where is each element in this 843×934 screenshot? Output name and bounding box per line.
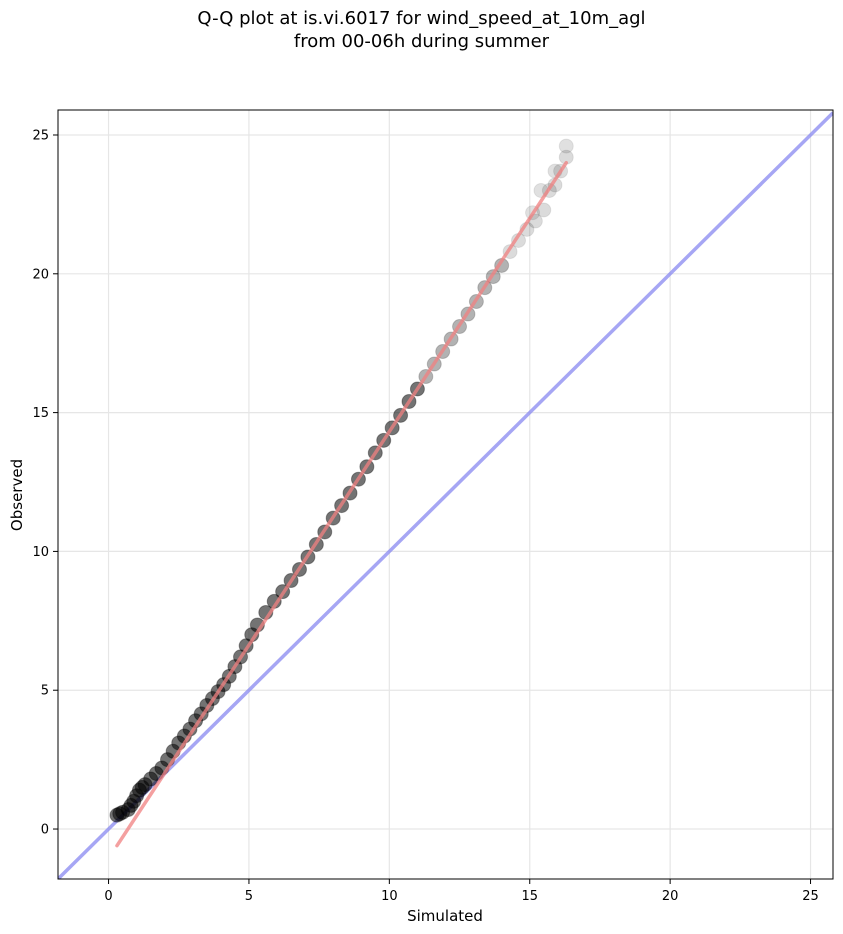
y-tick-label: 20 xyxy=(32,267,49,282)
y-tick-label: 25 xyxy=(32,128,49,143)
grid-layer xyxy=(58,110,833,879)
quantile-points-layer xyxy=(109,138,574,823)
axis-ticks-layer: 0 5 10 15 20 25 0 5 10 15 20 25 xyxy=(32,128,818,904)
y-tick-label: 0 xyxy=(41,823,49,838)
x-tick-label: 5 xyxy=(245,889,253,904)
identity-line-layer xyxy=(58,111,833,879)
x-tick-label: 10 xyxy=(381,889,398,904)
y-tick-label: 15 xyxy=(32,406,49,421)
quantile-point xyxy=(558,138,574,154)
x-axis-label: Simulated xyxy=(407,907,483,925)
plot-frame xyxy=(57,109,834,880)
fit-line xyxy=(115,160,568,848)
y-axis-label: Observed xyxy=(8,459,26,531)
chart-title-line-2: from 00-06h during summer xyxy=(293,31,550,52)
identity-line xyxy=(58,111,833,879)
x-tick-label: 15 xyxy=(521,889,538,904)
chart-title-line-1: Q-Q plot at is.vi.6017 for wind_speed_at… xyxy=(197,8,646,29)
y-tick-label: 5 xyxy=(41,684,49,699)
x-tick-label: 25 xyxy=(802,889,819,904)
fit-line-layer xyxy=(115,160,568,848)
y-tick-label: 10 xyxy=(32,545,49,560)
x-tick-label: 0 xyxy=(104,889,112,904)
x-tick-label: 20 xyxy=(662,889,679,904)
